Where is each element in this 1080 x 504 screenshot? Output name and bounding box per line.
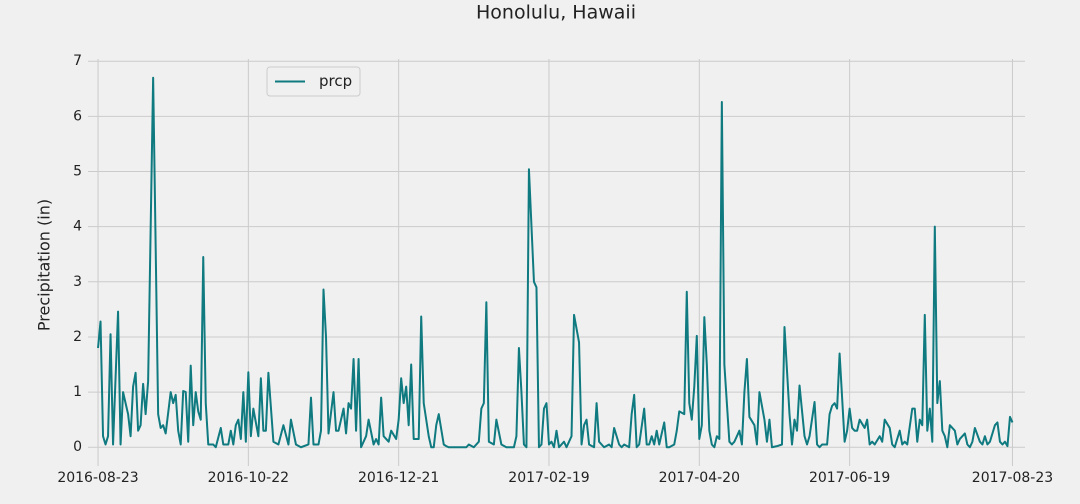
chart-title: Honolulu, Hawaii: [476, 2, 636, 24]
y-tick-label: 5: [73, 164, 82, 180]
y-tick-label: 4: [73, 219, 82, 235]
legend-label: prcp: [319, 72, 352, 90]
x-tick-label: 2016-08-23: [57, 470, 138, 486]
x-tick-label: 2016-12-21: [358, 470, 439, 486]
x-tick-label: 2017-08-23: [972, 470, 1053, 486]
y-tick-label: 2: [73, 329, 82, 345]
y-tick-label: 1: [73, 384, 82, 400]
y-tick-label: 3: [73, 274, 82, 290]
legend-box: [266, 66, 361, 97]
x-tick-label: 2016-10-22: [208, 470, 289, 486]
y-tick-label: 6: [73, 108, 82, 124]
y-tick-label: 0: [73, 439, 82, 455]
x-tick-label: 2017-02-19: [508, 470, 589, 486]
data-line: [97, 76, 1014, 449]
x-tick-label: 2017-04-20: [659, 470, 740, 486]
y-tick-label: 7: [73, 53, 82, 69]
y-axis-label: Precipitation (in): [35, 199, 54, 331]
x-tick-label: 2017-06-19: [809, 470, 890, 486]
